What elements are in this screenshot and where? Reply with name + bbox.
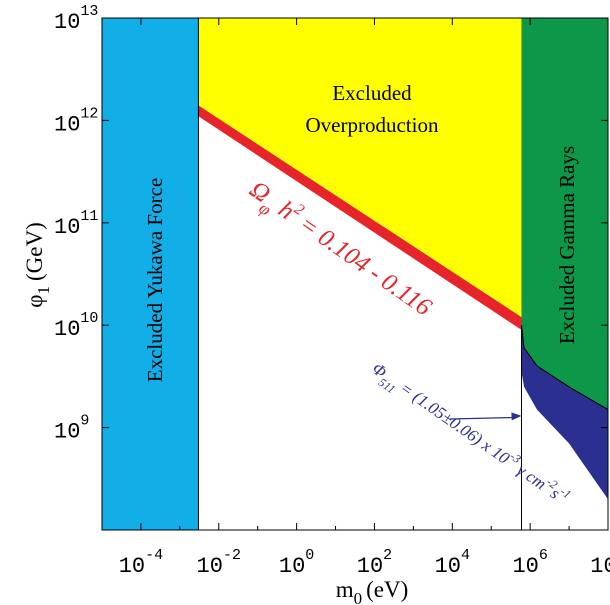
y-axis-label-main: φ <box>22 294 47 307</box>
yukawa-label: Excluded Yukawa Force <box>143 178 167 382</box>
x-tick-label: 102 <box>357 547 392 579</box>
x-tick-label: 10-2 <box>197 547 241 579</box>
axis-ticks <box>101 17 609 530</box>
y-axis-label-sub: 1 <box>34 286 53 295</box>
region-overproduction <box>198 18 522 318</box>
x-tick-label: 104 <box>435 547 470 579</box>
x-axis-label: m0 (eV) <box>336 577 409 605</box>
overproduction-label-line2: Overproduction <box>306 113 439 137</box>
y-axis-label-rest: (GeV) <box>22 222 47 281</box>
x-tick-label: 106 <box>512 547 547 579</box>
flux-value: = (1.05±0.06) x 10 <box>397 378 514 468</box>
y-axis-label: φ1 (GeV) <box>22 222 53 308</box>
region-flux <box>521 325 608 500</box>
axis-tick-labels: 10-4 10-2 100 102 104 106 108 109 1010 1011 1012 10… <box>54 3 610 579</box>
region-yukawa <box>102 18 199 530</box>
gamma-label: Excluded Gamma Rays <box>555 146 579 344</box>
flux-units: γ cm <box>514 460 550 493</box>
x-tick-label: 108 <box>590 547 610 579</box>
plot-content <box>102 18 609 530</box>
boundary-gamma <box>521 325 609 530</box>
flux-arrowhead <box>511 412 522 421</box>
overproduction-label-line1: Excluded <box>332 81 412 105</box>
plot-frame <box>101 17 609 531</box>
y-tick-label: 109 <box>54 413 89 445</box>
x-axis-label-rest: (eV) <box>366 577 408 602</box>
x-tick-label: 10-4 <box>119 547 163 579</box>
x-axis-label-sub: 0 <box>354 589 363 605</box>
y-tick-label: 1010 <box>54 310 98 342</box>
x-tick-label: 100 <box>279 547 314 579</box>
relic-density-band <box>198 105 522 330</box>
y-tick-label: 1011 <box>54 208 98 240</box>
x-axis-label-main: m <box>336 577 354 602</box>
y-tick-label: 1013 <box>54 3 98 35</box>
y-tick-label: 1012 <box>54 105 98 137</box>
flux-arrow <box>449 416 516 420</box>
region-gamma <box>521 18 608 410</box>
